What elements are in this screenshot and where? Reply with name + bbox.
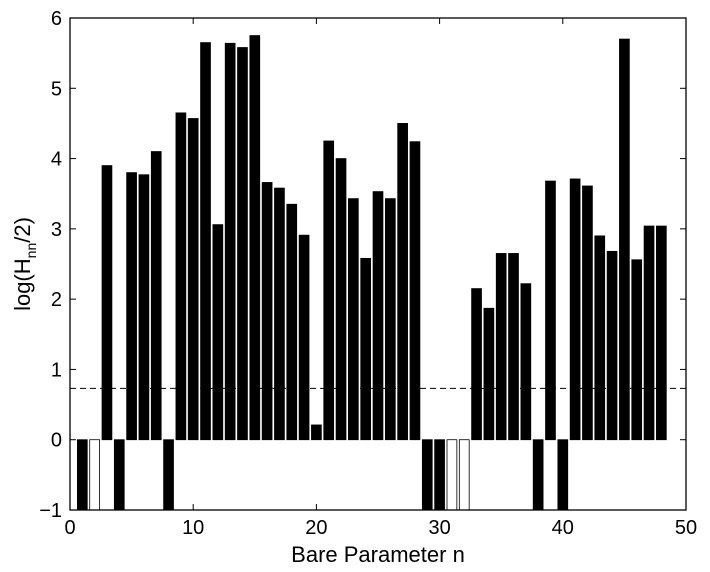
y-tick-label-3: 3	[51, 219, 62, 241]
bar-n-33	[471, 288, 482, 441]
bar-n-13	[224, 42, 236, 441]
bar-n-19	[298, 234, 310, 441]
bar-n-41	[569, 178, 581, 441]
bar-n-2	[89, 439, 100, 511]
axes-frame	[69, 17, 687, 511]
bar-n-7	[150, 151, 162, 441]
bar-n-32	[458, 439, 470, 511]
bar-n-38	[532, 439, 544, 511]
y-axis-label-suffix: /2)	[10, 217, 35, 243]
bar-n-8	[163, 439, 174, 511]
bar-n-42	[582, 185, 593, 441]
bar-n-21	[323, 140, 335, 441]
y-axis-label-prefix: log(H	[10, 258, 35, 311]
bar-n-18	[286, 203, 298, 441]
bar-n-43	[594, 235, 606, 441]
bar-n-14	[237, 47, 248, 441]
x-tick-label-30: 30	[428, 517, 450, 539]
bar-n-34	[483, 307, 495, 441]
bar-n-31	[446, 439, 458, 511]
bar-n-36	[508, 253, 519, 441]
y-axis-label-subscript: nn	[23, 243, 39, 259]
bar-n-20	[311, 424, 322, 441]
bar-n-30	[434, 439, 445, 511]
y-tick-label-6: 6	[51, 8, 62, 30]
y-tick-label-2: 2	[51, 289, 62, 311]
bar-n-45	[619, 38, 630, 441]
bar-n-10	[187, 118, 199, 441]
y-tick-label--1: −1	[39, 500, 62, 522]
bar-n-11	[200, 42, 211, 441]
x-tick-label-10: 10	[182, 517, 204, 539]
bar-n-39	[545, 180, 556, 441]
bar-n-47	[643, 225, 655, 441]
x-axis-label: Bare Parameter n	[291, 542, 465, 567]
bar-n-27	[397, 123, 408, 441]
bar-n-4	[113, 439, 125, 511]
bar-n-26	[384, 198, 396, 441]
x-tick-label-50: 50	[675, 517, 697, 539]
x-tick-label-40: 40	[552, 517, 574, 539]
bar-n-6	[138, 174, 150, 441]
y-tick-label-4: 4	[51, 149, 62, 171]
y-tick-label-1: 1	[51, 359, 62, 381]
bar-n-44	[606, 250, 618, 441]
bar-n-37	[520, 283, 532, 441]
y-tick-label-5: 5	[51, 78, 62, 100]
y-axis-ticks: −1 0 1 2 3 4 5 6	[39, 8, 686, 522]
y-axis-label: log(Hnn/2)	[10, 217, 39, 311]
bar-n-1	[76, 439, 88, 511]
bar-n-46	[631, 259, 643, 441]
bar-n-35	[495, 253, 507, 441]
bar-n-28	[409, 141, 421, 441]
bar-n-17	[274, 187, 285, 441]
bar-n-48	[656, 225, 667, 441]
y-tick-label-0: 0	[51, 430, 62, 452]
bar-n-3	[101, 165, 113, 441]
bar-n-40	[557, 439, 569, 511]
bar-n-16	[261, 182, 273, 441]
bar-n-9	[175, 112, 187, 441]
bar-n-22	[335, 158, 347, 441]
bar-n-5	[126, 172, 137, 441]
bar-n-15	[249, 35, 261, 441]
bar-n-25	[372, 191, 384, 441]
bar-n-23	[348, 198, 359, 441]
bar-n-24	[360, 257, 372, 441]
x-axis-ticks: 0 10 20 30 40 50	[64, 18, 697, 539]
bars-layer	[76, 35, 667, 511]
bar-n-12	[212, 224, 224, 441]
x-tick-label-20: 20	[305, 517, 327, 539]
x-tick-label-0: 0	[64, 517, 75, 539]
bar-n-29	[421, 439, 433, 511]
